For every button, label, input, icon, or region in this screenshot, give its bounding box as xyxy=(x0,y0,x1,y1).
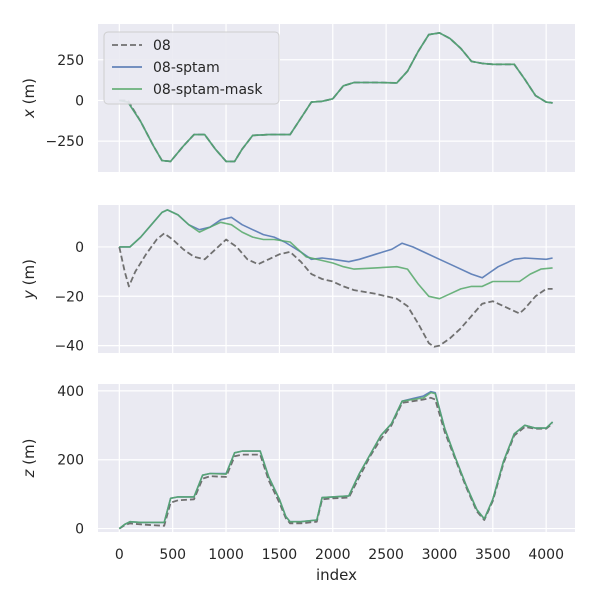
x-tick-label: 4000 xyxy=(528,547,564,563)
y-axis-label: x (m) xyxy=(20,78,38,119)
legend-entry: 08-sptam-mask xyxy=(153,82,263,98)
legend-entry: 08-sptam xyxy=(153,60,220,76)
y-tick-label: −20 xyxy=(54,289,84,305)
y-axis-label-unit: (m) xyxy=(20,259,38,290)
series-line-08-sptam-mask xyxy=(118,391,554,530)
y-axis-label: y (m) xyxy=(20,259,38,300)
panel-1: −250 0 250 x (m) 08 08-sptam 08-sptam-mask xyxy=(20,24,575,172)
y-tick-label: −250 xyxy=(46,134,84,150)
panel-2: −40 −20 0 y (m) xyxy=(20,205,575,355)
panel-3: 0 200 400 z (m) 0 500 1000 1500 2000 2500 3000 3500… xyxy=(20,384,575,584)
y-axis-label-var: y xyxy=(20,289,38,300)
x-tick-label: 3000 xyxy=(422,547,458,563)
x-tick-label: 2000 xyxy=(315,547,351,563)
y-tick-label: 400 xyxy=(57,384,84,400)
x-tick-label: 500 xyxy=(159,547,186,563)
y-axis-label-var: x xyxy=(20,109,38,119)
y-tick-label: 0 xyxy=(75,522,84,538)
plot-background xyxy=(98,205,575,353)
legend-frame xyxy=(103,31,280,105)
x-tick-label: 0 xyxy=(115,547,124,563)
x-tick-label: 1000 xyxy=(208,547,244,563)
series-line-08-sptam-mask xyxy=(119,209,553,300)
x-tick-label: 2500 xyxy=(368,547,404,563)
x-tick-label: 3500 xyxy=(475,547,511,563)
series-line-08-sptam-mask xyxy=(119,32,553,163)
y-tick-label: −40 xyxy=(54,339,84,355)
x-axis-label: index xyxy=(316,566,357,584)
y-axis-label: z (m) xyxy=(20,439,38,479)
legend-entry: 08 xyxy=(153,38,171,54)
series-line-08 xyxy=(118,232,553,348)
y-tick-label: 250 xyxy=(57,53,84,69)
y-axis-label-unit: (m) xyxy=(20,78,38,109)
y-tick-label: 200 xyxy=(57,453,84,469)
y-axis-label-unit: (m) xyxy=(20,439,38,470)
x-tick-label: 1500 xyxy=(262,547,298,563)
plot-background xyxy=(98,384,575,532)
y-tick-label: 0 xyxy=(75,240,84,256)
legend: 08 08-sptam 08-sptam-mask xyxy=(103,31,280,105)
y-axis-label-var: z xyxy=(20,468,38,478)
y-tick-label: 0 xyxy=(75,93,84,109)
series-line-08 xyxy=(118,396,554,530)
